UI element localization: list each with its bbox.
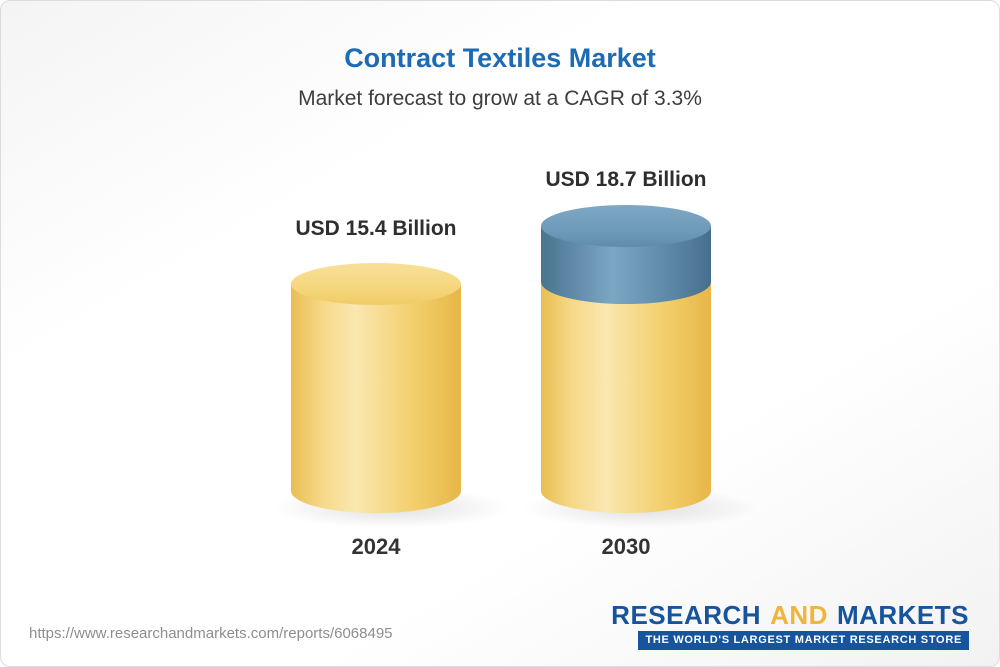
logo-wordmark: RESEARCH AND MARKETS [611, 602, 969, 628]
research-and-markets-logo: RESEARCH AND MARKETS THE WORLD'S LARGEST… [611, 602, 969, 651]
axis-label-2024: 2024 [351, 534, 401, 559]
chart-subtitle: Market forecast to grow at a CAGR of 3.3… [298, 87, 702, 110]
bar-2030-top-ellipse [541, 205, 711, 247]
bar-2030-body [541, 283, 711, 513]
logo-word-and: AND [770, 600, 828, 630]
axis-label-2030: 2030 [601, 534, 651, 559]
value-label-2030: USD 18.7 Billion [545, 168, 707, 191]
logo-word-markets: MARKETS [836, 600, 969, 630]
value-label-2024: USD 15.4 Billion [295, 217, 457, 240]
source-url: https://www.researchandmarkets.com/repor… [29, 625, 393, 642]
bar-2024 [291, 263, 461, 513]
bar-2024-top-ellipse [291, 263, 461, 305]
bar-2030 [541, 205, 711, 513]
logo-word-research: RESEARCH [611, 600, 762, 630]
bar-2024-body [291, 284, 461, 513]
page-title: Contract Textiles Market [344, 43, 656, 73]
logo-tagline: THE WORLD'S LARGEST MARKET RESEARCH STOR… [638, 631, 969, 651]
